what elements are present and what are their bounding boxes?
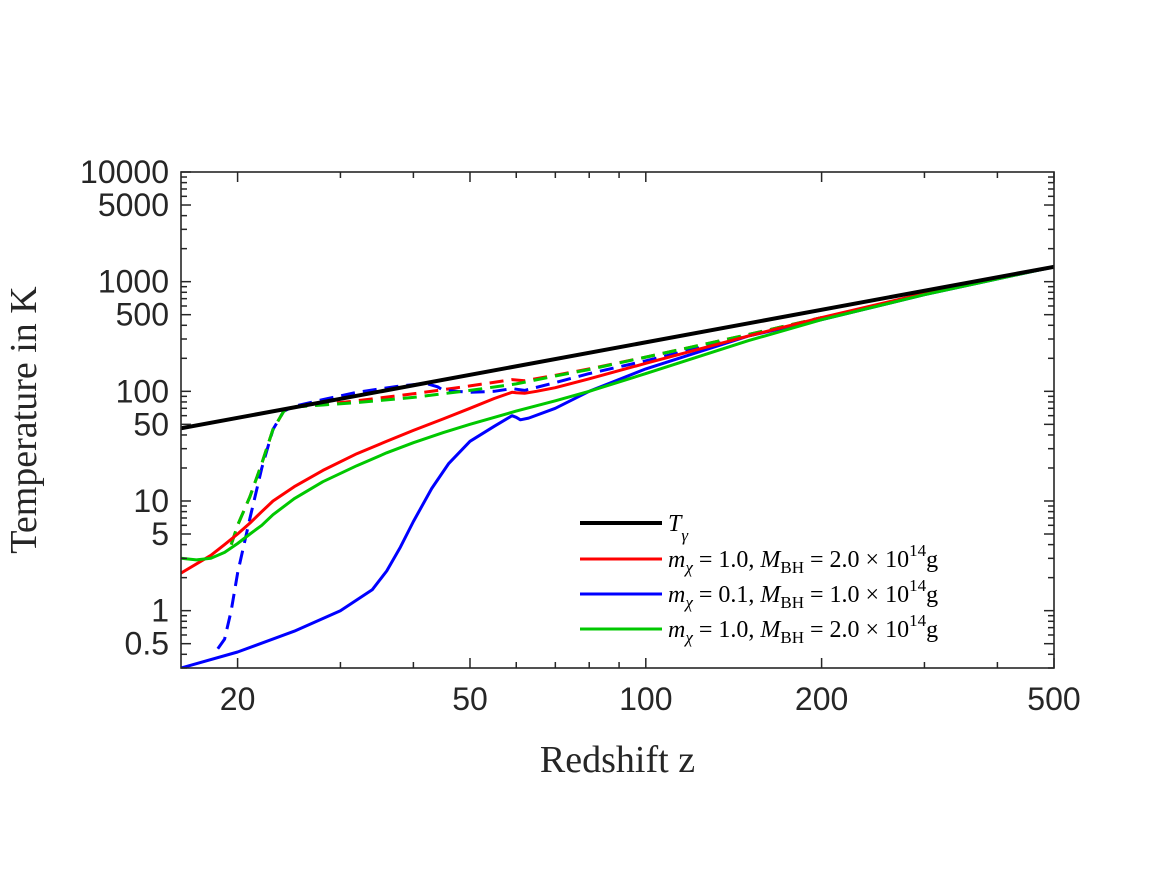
legend-label-2: mχ = 0.1, MBH = 1.0 × 1014g — [668, 576, 938, 612]
x-tick-label: 100 — [619, 681, 672, 717]
y-axis-title: Temperature in K — [3, 286, 45, 554]
y-tick-label: 50 — [133, 406, 169, 442]
x-tick-label: 500 — [1027, 681, 1080, 717]
legend-subscript: χ — [683, 628, 693, 647]
y-tick-label: 10 — [133, 483, 169, 519]
series-line-1 — [181, 265, 1054, 575]
plot-frame — [180, 171, 1055, 669]
x-tick-label: 20 — [220, 681, 256, 717]
legend-label-1: mχ = 1.0, MBH = 2.0 × 1014g — [668, 541, 938, 577]
legend-subscript: BH — [780, 593, 804, 612]
y-tick-label: 5 — [151, 516, 169, 552]
series-layer — [181, 264, 1054, 668]
legend-bh-symbol: M — [759, 547, 782, 573]
legend-text-part: = 1.0 × 10 — [804, 582, 909, 608]
y-tick-label: 100 — [116, 373, 169, 409]
legend-subscript: BH — [780, 628, 804, 647]
x-axis-title: Redshift z — [540, 739, 695, 781]
legend-mass-symbol: m — [668, 582, 685, 608]
y-tick-label: 1000 — [98, 264, 169, 300]
legend-subscript: χ — [683, 593, 693, 612]
legend-superscript: 14 — [909, 541, 927, 560]
legend-unit: g — [926, 617, 938, 643]
legend-text-part: = 1.0, — [693, 617, 761, 643]
legend-subscript: BH — [780, 558, 804, 577]
plot-area — [181, 172, 1054, 668]
legend-symbol: T — [668, 511, 683, 537]
series-line-2 — [181, 265, 1054, 668]
y-tick-label: 0.5 — [125, 626, 169, 662]
legend-unit: g — [926, 547, 938, 573]
series-line-0 — [181, 264, 1054, 431]
legend-bh-symbol: M — [759, 582, 782, 608]
legend-mass-symbol: m — [668, 617, 685, 643]
legend-text-part: = 0.1, — [693, 582, 761, 608]
y-tick-label: 10000 — [80, 154, 169, 190]
legend-label-0: Tγ — [668, 511, 689, 545]
y-tick-label: 500 — [116, 297, 169, 333]
x-tick-label: 200 — [795, 681, 848, 717]
legend-unit: g — [926, 582, 938, 608]
legend-label-3: mχ = 1.0, MBH = 2.0 × 1014g — [668, 611, 938, 647]
x-axis-title-text: Redshift z — [540, 739, 695, 781]
legend-superscript: 14 — [909, 611, 927, 630]
series-line-3 — [181, 265, 1054, 562]
legend-subscript: γ — [681, 526, 689, 545]
legend-subscript: χ — [683, 558, 693, 577]
legend-superscript: 14 — [909, 576, 927, 595]
series-line-6 — [229, 316, 822, 546]
legend-text-part: = 2.0 × 10 — [804, 617, 909, 643]
legend-bh-symbol: M — [759, 617, 782, 643]
legend-text-part: = 2.0 × 10 — [804, 547, 909, 573]
y-tick-label: 1 — [151, 593, 169, 629]
x-tick-label: 50 — [452, 681, 488, 717]
plot-background — [181, 172, 1054, 668]
legend-mass-symbol: m — [668, 547, 685, 573]
legend-text-part: = 1.0, — [693, 547, 761, 573]
y-tick-label: 5000 — [98, 187, 169, 223]
